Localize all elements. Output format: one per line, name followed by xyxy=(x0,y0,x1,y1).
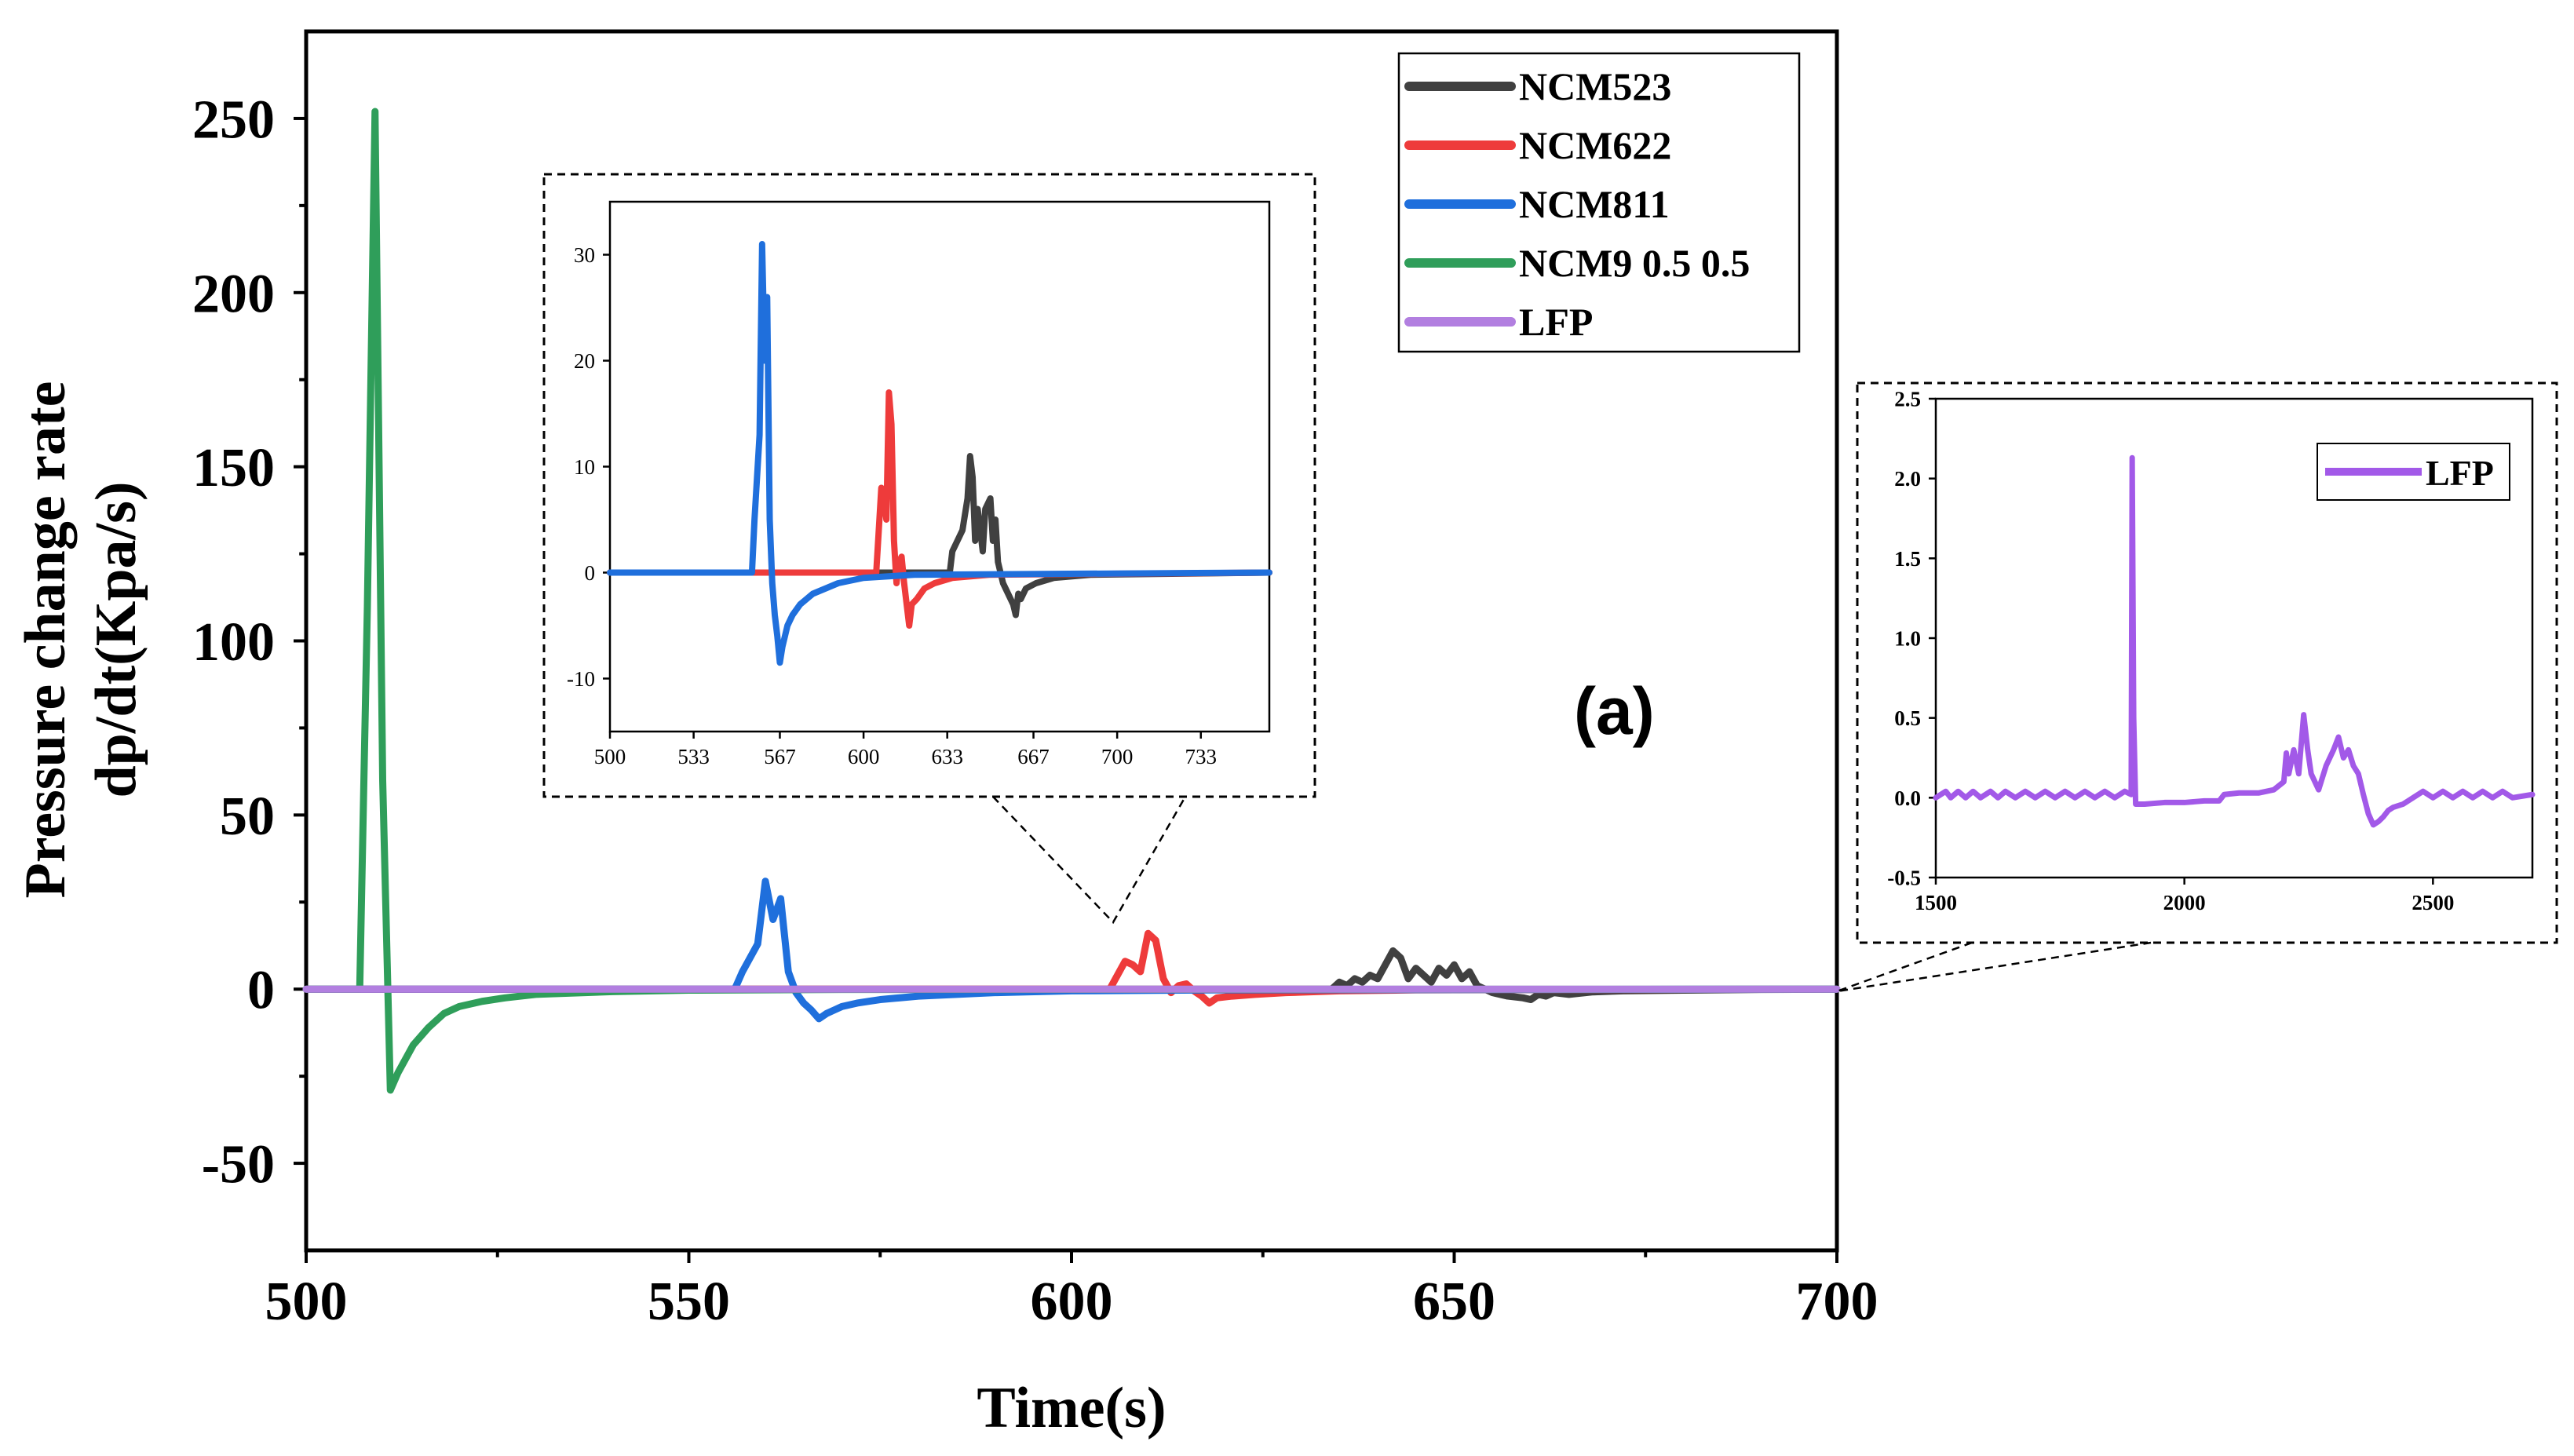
main-y-tick-label: 250 xyxy=(192,89,275,150)
series-ncm811-line xyxy=(302,878,1841,1023)
series-ncm523-line xyxy=(302,947,1841,1004)
legend-label-ncm622: NCM622 xyxy=(1519,123,1671,167)
main-x-tick-label: 500 xyxy=(265,1272,348,1332)
y-axis-label-line-1: Pressure change rate xyxy=(13,381,78,899)
inset1-x-tick-label: 600 xyxy=(848,745,880,768)
panel-annotation: (a) xyxy=(1574,674,1655,748)
main-y-tick-label: 100 xyxy=(192,612,275,673)
main-y-tick-label: -50 xyxy=(202,1135,275,1195)
inset1-y-tick-label: 30 xyxy=(574,243,595,267)
main-y-tick-label: 150 xyxy=(192,438,275,498)
inset-2-ticks xyxy=(1929,397,2434,885)
inset2-x-tick-label: 1500 xyxy=(1915,891,1957,914)
legend-label-ncm523: NCM523 xyxy=(1519,64,1671,108)
main-x-tick-label: 650 xyxy=(1413,1272,1495,1332)
legend-label-lfp: LFP xyxy=(1519,300,1593,344)
main-legend: NCM523 NCM622 NCM811 NCM9 0.5 0.5 LFP xyxy=(1397,52,1801,353)
legend-label-ncm811: NCM811 xyxy=(1519,182,1670,226)
main-x-tick-label: 700 xyxy=(1796,1272,1878,1332)
inset2-y-tick-label: 1.5 xyxy=(1894,547,1921,571)
series-lfp-line xyxy=(1933,454,2536,828)
inset-2-series xyxy=(1933,454,2536,828)
y-axis-label-line-2: dp/dt(Kpa/s) xyxy=(84,481,148,797)
inset1-x-tick-label: 633 xyxy=(931,745,963,768)
main-x-tick-label: 600 xyxy=(1031,1272,1113,1332)
inset-1-ticks xyxy=(603,254,1203,739)
main-y-tick-label: 200 xyxy=(192,264,275,324)
inset1-x-tick-label: 667 xyxy=(1017,745,1050,768)
legend-items: NCM523 NCM622 NCM811 NCM9 0.5 0.5 LFP xyxy=(1404,64,1750,344)
main-ticks xyxy=(294,116,1838,1263)
inset-2-connector xyxy=(1836,941,2152,993)
main-y-tick-label: 50 xyxy=(220,786,275,847)
inset-1-plot-frame xyxy=(608,200,1271,733)
inset-1-series xyxy=(607,241,1272,666)
inset1-y-tick-label: 0 xyxy=(585,561,596,585)
y-axis-label: Pressure change rate dp/dt(Kpa/s) xyxy=(13,381,148,899)
inset-2-legend: LFP xyxy=(2317,443,2510,501)
inset-1-connector xyxy=(992,796,1187,925)
inset2-y-tick-label: 1.0 xyxy=(1894,626,1921,650)
legend-label-ncm9-0-5-0-5: NCM9 0.5 0.5 xyxy=(1519,241,1750,285)
zoom-connectors xyxy=(992,796,2152,993)
inset1-x-tick-label: 500 xyxy=(594,745,626,768)
x-axis-label: Time(s) xyxy=(977,1376,1166,1440)
inset2-y-tick-label: -0.5 xyxy=(1887,866,1921,889)
inset1-x-tick-label: 733 xyxy=(1185,745,1218,768)
series-ncm622-line xyxy=(302,929,1841,1007)
main-series xyxy=(302,108,1841,1094)
inset1-x-tick-label: 700 xyxy=(1101,745,1134,768)
main-x-tick-label: 550 xyxy=(648,1272,730,1332)
inset2-y-tick-label: 2.5 xyxy=(1894,387,1921,411)
inset1-y-tick-label: -10 xyxy=(567,667,595,691)
series-ncm523-line xyxy=(607,453,1272,619)
inset-1: 500 533 567 600 633 667 700 733 -10 0 10 20 30 xyxy=(542,173,1316,798)
inset-2-legend-label: LFP xyxy=(2426,453,2494,493)
inset2-x-tick-label: 2500 xyxy=(2412,891,2454,914)
series-ncm811-line xyxy=(607,241,1272,666)
inset2-y-tick-label: 2.0 xyxy=(1894,467,1921,491)
inset1-y-tick-label: 10 xyxy=(574,455,595,479)
series-ncm622-line xyxy=(607,389,1272,629)
inset2-y-tick-label: 0.0 xyxy=(1894,786,1921,810)
inset-2-ticklabels: 1500 2000 2500 -0.5 0.0 0.5 1.0 1.5 2.0 2.5 xyxy=(1887,387,2454,914)
inset-2: 1500 2000 2500 -0.5 0.0 0.5 1.0 1.5 2.0 2.5 LFP xyxy=(1856,381,2558,944)
inset1-y-tick-label: 20 xyxy=(574,349,595,373)
inset2-y-tick-label: 0.5 xyxy=(1894,706,1921,730)
inset1-x-tick-label: 567 xyxy=(764,745,796,768)
main-y-tick-label: 0 xyxy=(247,961,275,1021)
inset-1-ticklabels: 500 533 567 600 633 667 700 733 -10 0 10 20 30 xyxy=(567,243,1217,768)
inset2-x-tick-label: 2000 xyxy=(2163,891,2206,914)
inset1-x-tick-label: 533 xyxy=(677,745,710,768)
